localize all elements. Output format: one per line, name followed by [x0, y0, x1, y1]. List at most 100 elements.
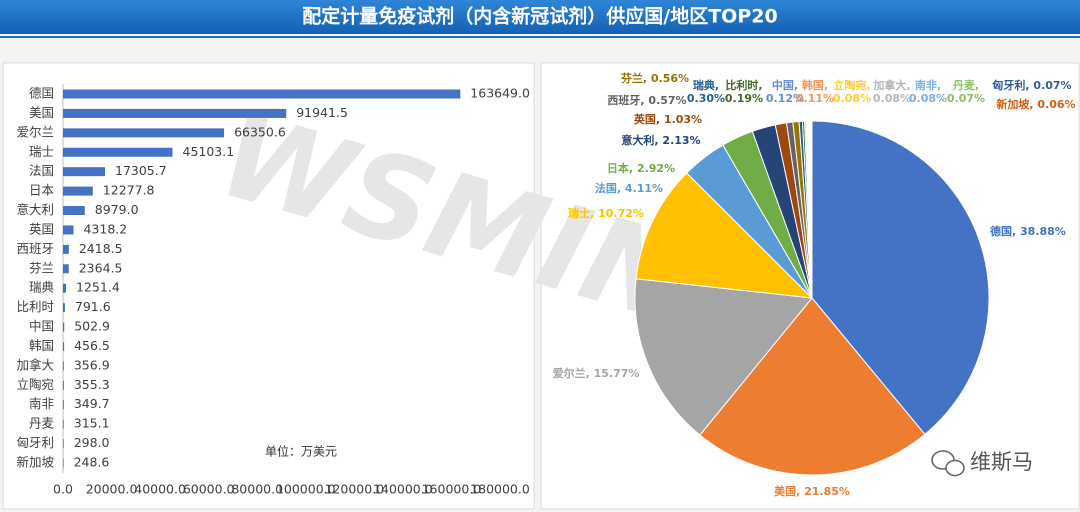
annotation: 单位：万美元 [265, 444, 337, 459]
bar [63, 322, 65, 332]
y-tick-label: 比利时 [16, 299, 54, 314]
data-label: 德国, 38.88% [989, 224, 1066, 238]
data-label: 163649.0 [470, 86, 530, 101]
y-tick-label: 中国 [29, 319, 54, 334]
bar [63, 458, 64, 468]
x-tick-label: 120000.0 [325, 482, 385, 497]
x-tick-label: 60000.0 [183, 482, 235, 497]
y-tick-label: 新加坡 [16, 454, 54, 469]
data-label: 502.9 [74, 319, 110, 334]
y-tick-label: 立陶宛 [16, 377, 54, 392]
data-label: 日本, 2.92% [607, 161, 675, 175]
data-label: 丹麦, 0.07% [947, 78, 985, 105]
y-tick-label: 西班牙 [16, 241, 54, 256]
bar [63, 400, 64, 410]
y-tick-label: 法国 [29, 163, 54, 178]
title-bar [0, 0, 1080, 34]
data-label: 韩国, 0.11% [796, 78, 834, 105]
data-label: 加拿大, 0.08% [872, 78, 911, 105]
bar [63, 108, 287, 118]
bar [63, 147, 173, 157]
bar [63, 225, 74, 235]
data-label: 456.5 [74, 338, 110, 353]
y-tick-label: 匈牙利 [16, 435, 54, 450]
data-label: 12277.8 [103, 183, 155, 198]
bar [63, 186, 93, 196]
data-label: 瑞典, 0.30% [687, 78, 725, 105]
data-label: 791.6 [75, 299, 111, 314]
brand-icon [931, 450, 965, 477]
pie-slice [810, 120, 813, 299]
y-tick-label: 南非 [29, 396, 54, 411]
bar [63, 244, 69, 254]
data-label: 4318.2 [83, 221, 127, 236]
pie-slice [811, 120, 990, 436]
y-tick-label: 英国 [29, 221, 54, 236]
data-label: 匈牙利, 0.07% [992, 78, 1071, 92]
data-label: 比利时, 0.19% [725, 78, 763, 105]
pie-slice [634, 278, 813, 436]
page-title: 配定计量免疫试剂（内含新冠试剂）供应国/地区TOP20 [302, 5, 777, 28]
data-label: 45103.1 [183, 144, 235, 159]
brand: 维斯马 [970, 450, 1033, 474]
y-tick-label: 意大利 [16, 202, 54, 217]
y-tick-label: 芬兰 [29, 260, 54, 275]
data-label: 法国, 4.11% [595, 181, 663, 195]
bar [63, 206, 85, 216]
data-label: 瑞士, 10.72% [568, 206, 644, 220]
data-label: 中国, 0.12% [766, 78, 804, 105]
x-tick-label: 180000.0 [470, 482, 530, 497]
bar [63, 167, 106, 177]
y-tick-label: 韩国 [29, 338, 54, 353]
x-tick-label: 160000.0 [422, 482, 482, 497]
data-label: 66350.6 [234, 124, 286, 139]
x-tick-label: 140000.0 [373, 482, 433, 497]
pie-slice [699, 297, 926, 476]
data-label: 349.7 [74, 396, 110, 411]
data-label: 英国, 1.03% [633, 112, 702, 126]
bar [63, 341, 65, 351]
data-label: 356.9 [74, 357, 110, 372]
data-label: 8979.0 [95, 202, 139, 217]
title-rule [0, 36, 1080, 38]
y-tick-label: 德国 [29, 86, 54, 101]
data-label: 298.0 [74, 435, 110, 450]
y-tick-label: 美国 [29, 105, 54, 120]
data-label: 2418.5 [79, 241, 123, 256]
bar [63, 128, 225, 138]
bar [63, 419, 64, 429]
x-tick-label: 20000.0 [86, 482, 138, 497]
data-label: 355.3 [74, 377, 110, 392]
data-label: 南非, 0.08% [909, 78, 947, 105]
bar [63, 283, 67, 293]
data-label: 爱尔兰, 15.77% [553, 366, 640, 380]
y-tick-label: 瑞士 [29, 144, 54, 159]
y-tick-label: 瑞典 [29, 280, 54, 295]
y-tick-label: 丹麦 [29, 416, 55, 431]
data-label: 西班牙, 0.57% [607, 93, 686, 107]
data-label: 2364.5 [79, 260, 123, 275]
bar [63, 361, 64, 371]
x-tick-label: 0.0 [53, 482, 73, 497]
data-label: 新加坡, 0.06% [996, 97, 1075, 111]
data-label: 美国, 21.85% [774, 484, 850, 498]
y-tick-label: 爱尔兰 [16, 124, 54, 139]
data-label: 1251.4 [76, 280, 120, 295]
bar [63, 439, 64, 449]
data-label: 91941.5 [296, 105, 348, 120]
data-label: 立陶宛, 0.08% [833, 78, 871, 105]
x-tick-label: 80000.0 [231, 482, 283, 497]
y-tick-label: 加拿大 [16, 357, 54, 372]
data-label: 17305.7 [115, 163, 167, 178]
x-tick-label: 40000.0 [134, 482, 186, 497]
pie-slice [635, 172, 814, 299]
data-label: 248.6 [74, 454, 110, 469]
bar [63, 380, 64, 390]
bar [63, 264, 69, 274]
data-label: 315.1 [74, 416, 110, 431]
x-tick-label: 100000.0 [276, 482, 336, 497]
data-label: 意大利, 2.13% [621, 133, 700, 147]
data-label: 芬兰, 0.56% [620, 71, 689, 85]
y-tick-label: 日本 [29, 183, 55, 198]
